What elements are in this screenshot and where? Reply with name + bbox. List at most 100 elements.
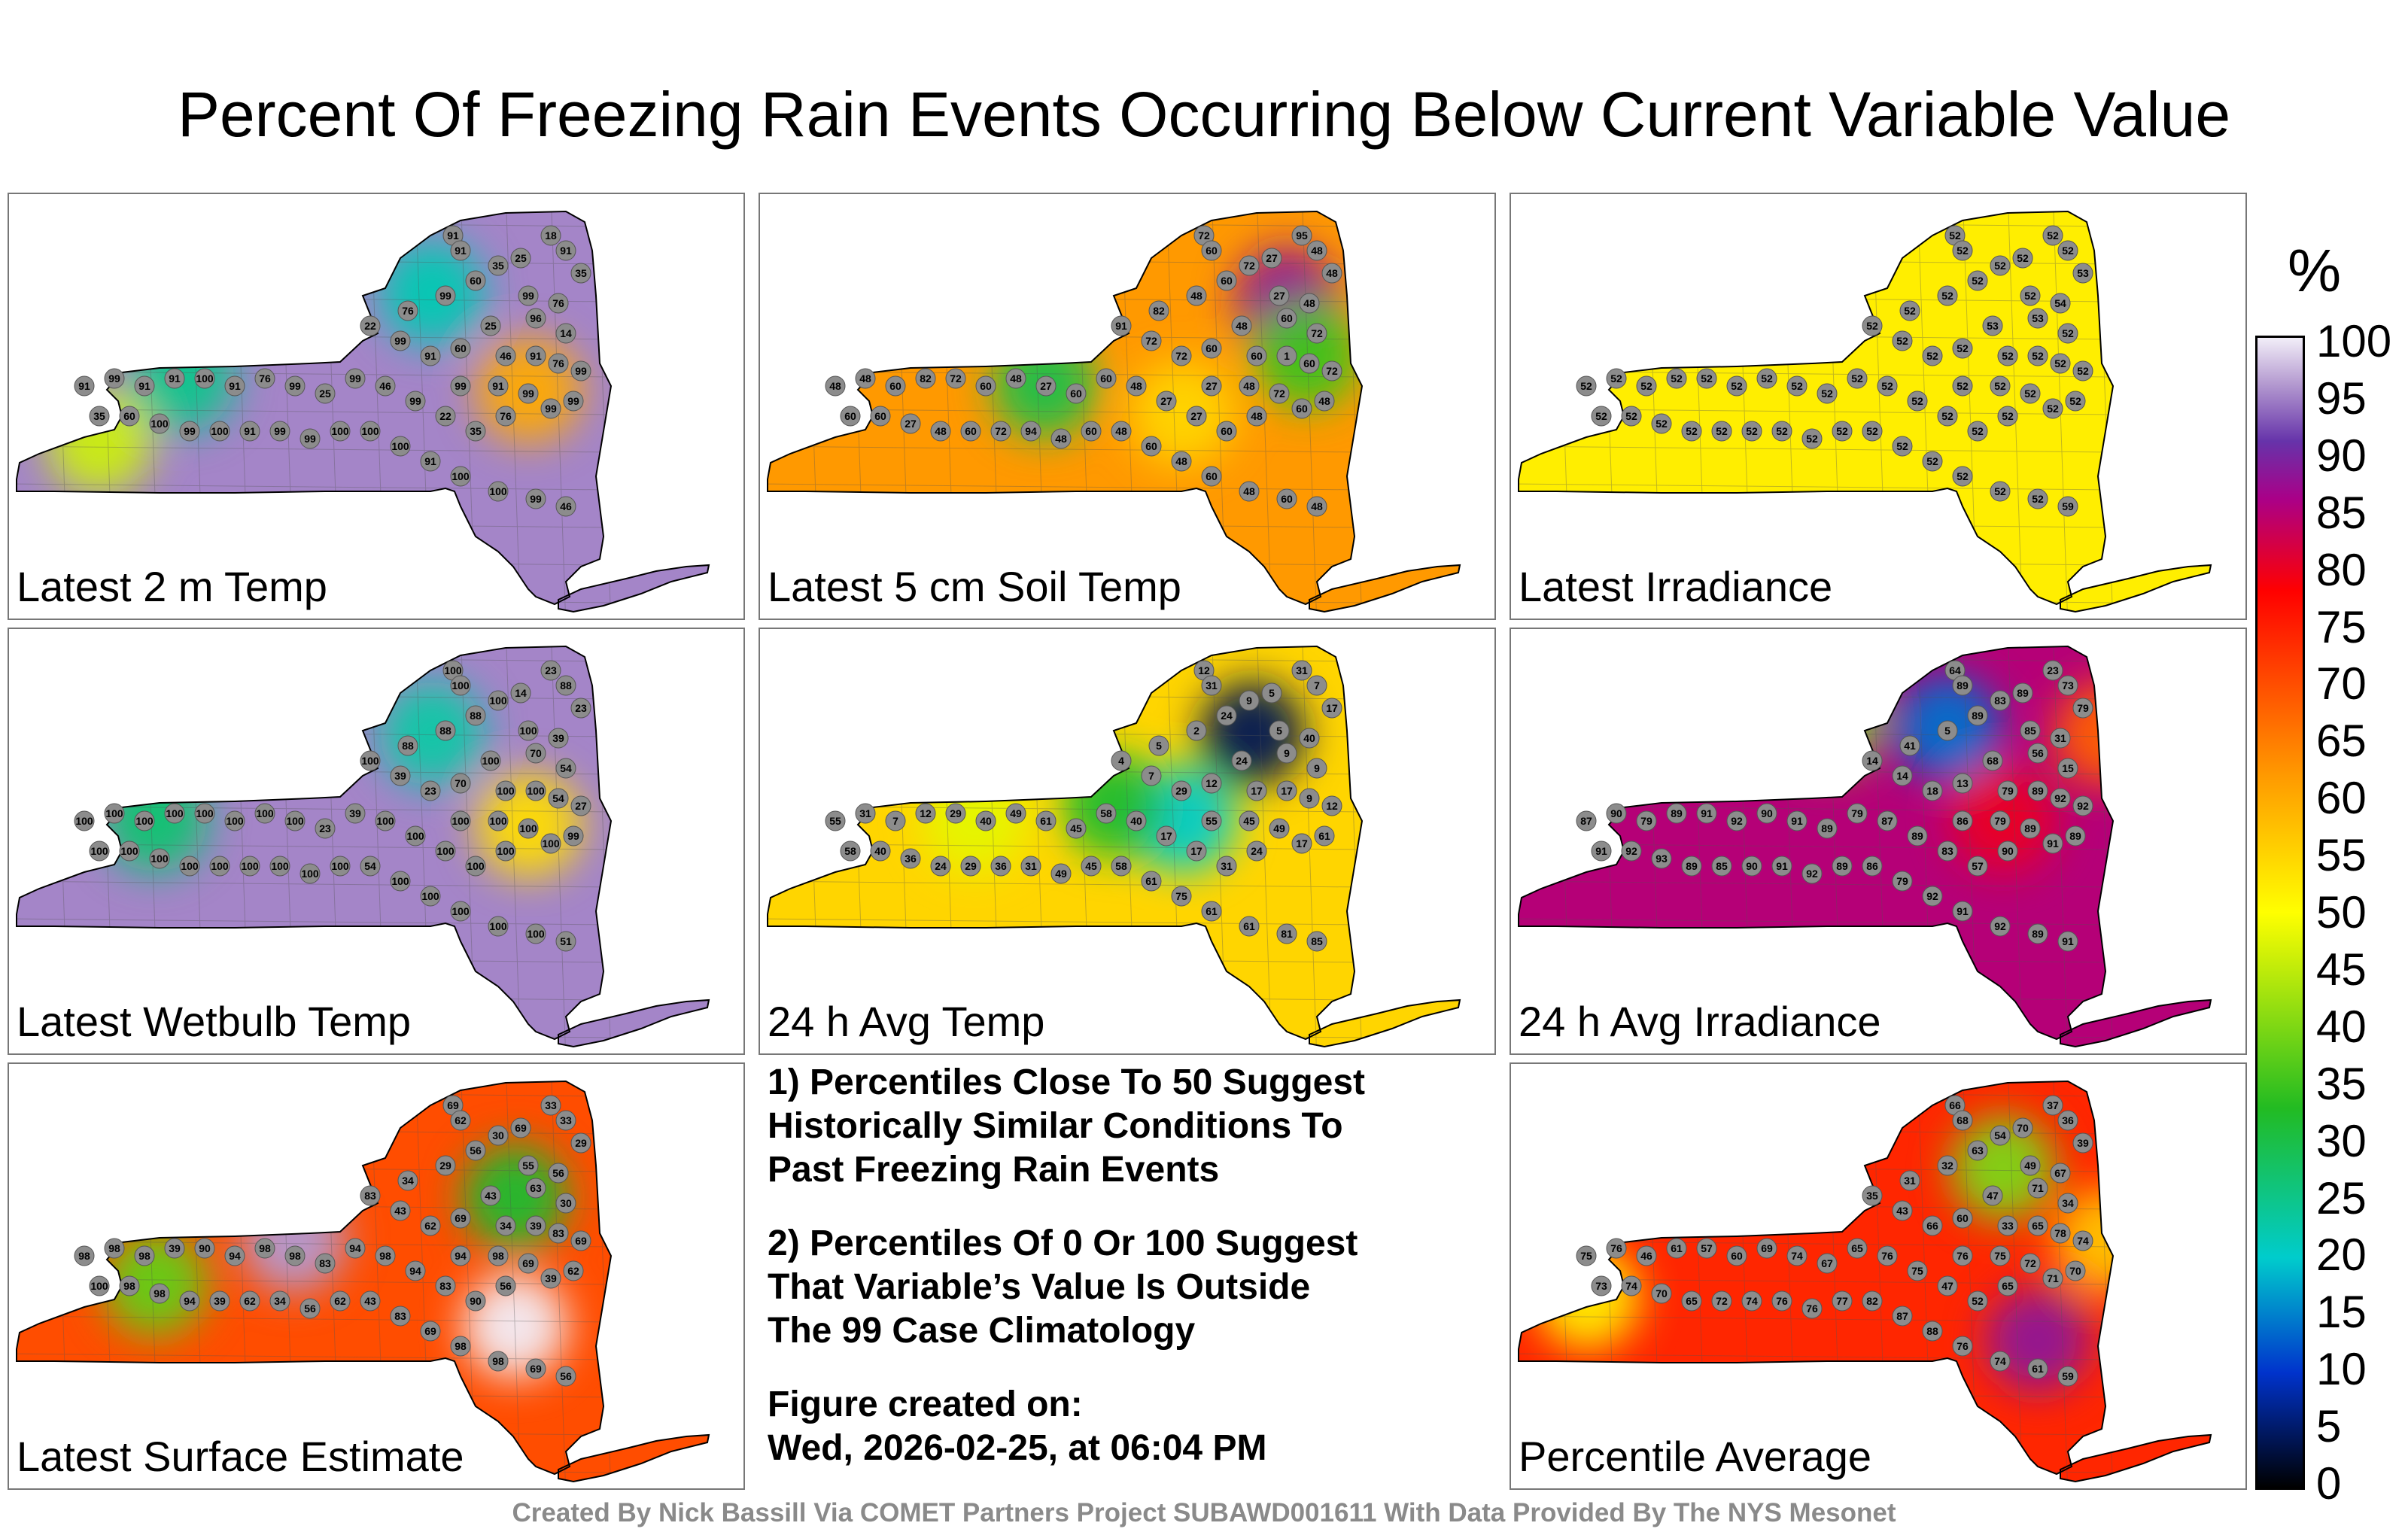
station-marker: 52 — [1786, 375, 1808, 397]
station-marker: 52 — [1696, 368, 1717, 389]
station-marker: 5 — [1148, 735, 1169, 756]
station-marker: 94 — [405, 1260, 426, 1281]
station-marker: 52 — [2057, 240, 2078, 261]
station-marker: 23 — [315, 818, 336, 839]
station-marker: 31 — [1020, 856, 1041, 877]
station-value: 47 — [1987, 1190, 1999, 1202]
station-value: 91 — [2062, 935, 2074, 947]
station-value: 67 — [2054, 1167, 2066, 1179]
station-marker: 24 — [1231, 750, 1252, 771]
station-marker: 72 — [945, 368, 966, 389]
station-marker: 54 — [360, 856, 381, 877]
station-value: 91 — [229, 380, 241, 392]
station-marker: 45 — [1081, 856, 1102, 877]
station-value: 35 — [93, 410, 105, 422]
station-marker: 60 — [1096, 368, 1117, 389]
station-marker: 72 — [1141, 330, 1162, 351]
station-marker: 98 — [149, 1283, 170, 1304]
station-marker: 62 — [420, 1215, 441, 1236]
station-marker: 69 — [442, 1095, 464, 1116]
station-value: 40 — [980, 815, 992, 827]
station-value: 94 — [229, 1250, 241, 1262]
station-value: 52 — [1701, 372, 1713, 385]
station-marker: 52 — [2027, 488, 2048, 509]
station-marker: 52 — [1997, 406, 2018, 427]
station-value: 60 — [123, 410, 135, 422]
station-marker: 35 — [488, 255, 509, 276]
station-value: 100 — [444, 664, 462, 676]
station-value: 89 — [1911, 830, 1923, 842]
station-marker: 70 — [2012, 1117, 2033, 1138]
station-marker: 100 — [360, 421, 381, 442]
colorbar-tick-label: 40 — [2316, 1001, 2367, 1052]
station-marker: 98 — [134, 1245, 155, 1266]
station-marker: 9 — [1299, 788, 1320, 809]
station-value: 22 — [439, 410, 451, 422]
station-marker: 79 — [1990, 810, 2011, 831]
station-marker: 52 — [2072, 360, 2093, 381]
station-marker: 52 — [1621, 406, 1642, 427]
station-value: 34 — [274, 1295, 286, 1307]
station-marker: 91 — [450, 240, 471, 261]
station-value: 65 — [1851, 1242, 1863, 1254]
station-value: 72 — [950, 372, 962, 385]
station-marker: 99 — [570, 360, 591, 381]
station-marker: 72 — [1171, 345, 1192, 366]
station-value: 24 — [935, 860, 947, 872]
station-value: 48 — [1326, 267, 1338, 279]
station-marker: 40 — [975, 810, 996, 831]
station-marker: 67 — [1817, 1253, 1838, 1274]
station-value: 27 — [1160, 395, 1172, 407]
station-marker: 100 — [465, 856, 486, 877]
station-value: 94 — [184, 1295, 196, 1307]
station-value: 86 — [1866, 860, 1878, 872]
station-marker: 83 — [435, 1275, 456, 1296]
station-marker: 55 — [825, 810, 846, 831]
station-value: 62 — [244, 1295, 256, 1307]
panel-label: Latest Irradiance — [1519, 563, 1833, 610]
station-marker: 91 — [442, 225, 464, 246]
station-marker: 52 — [1651, 413, 1672, 434]
station-value: 100 — [135, 815, 154, 827]
station-value: 29 — [1175, 785, 1187, 797]
station-value: 48 — [1190, 290, 1202, 302]
station-value: 56 — [304, 1302, 316, 1315]
station-value: 100 — [241, 860, 259, 872]
station-value: 52 — [1580, 380, 1592, 392]
panel-label: Latest 5 cm Soil Temp — [768, 563, 1181, 610]
station-value: 43 — [485, 1190, 497, 1202]
station-marker: 52 — [1997, 345, 2018, 366]
station-marker: 60 — [450, 338, 471, 359]
station-value: 52 — [1994, 260, 2006, 272]
station-value: 61 — [1243, 920, 1255, 932]
station-value: 48 — [859, 372, 871, 385]
station-marker: 52 — [1591, 406, 1612, 427]
station-value: 93 — [1655, 853, 1668, 865]
station-marker: 91 — [2042, 833, 2063, 854]
station-marker: 25 — [480, 315, 501, 336]
station-value: 67 — [1821, 1257, 1833, 1269]
station-value: 43 — [394, 1205, 406, 1217]
station-value: 65 — [2032, 1220, 2044, 1232]
station-value: 27 — [1266, 252, 1278, 264]
station-value: 59 — [2062, 500, 2074, 512]
station-value: 88 — [1926, 1325, 1938, 1337]
station-value: 54 — [1994, 1129, 2006, 1141]
station-marker: 52 — [1756, 368, 1777, 389]
station-value: 100 — [519, 822, 537, 834]
station-value: 99 — [304, 433, 316, 445]
station-value: 17 — [1296, 837, 1308, 850]
station-value: 72 — [2024, 1257, 2036, 1269]
station-value: 83 — [439, 1280, 451, 1292]
station-value: 54 — [2054, 297, 2066, 309]
station-value: 35 — [470, 425, 482, 437]
station-marker: 60 — [1081, 421, 1102, 442]
station-marker: 94 — [345, 1238, 366, 1259]
station-value: 60 — [1145, 440, 1157, 452]
station-value: 100 — [120, 845, 138, 857]
long-island-outline — [2060, 1433, 2212, 1483]
station-value: 52 — [2017, 252, 2029, 264]
station-value: 79 — [1851, 807, 1863, 819]
station-marker: 34 — [269, 1290, 290, 1312]
station-value: 91 — [560, 245, 572, 257]
